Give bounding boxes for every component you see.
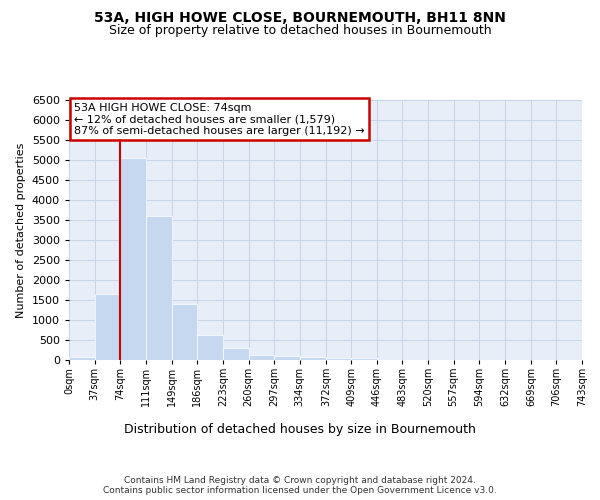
Bar: [172, 304, 197, 360]
Text: Distribution of detached houses by size in Bournemouth: Distribution of detached houses by size …: [124, 422, 476, 436]
Bar: [120, 158, 146, 360]
Bar: [326, 358, 352, 360]
Text: 53A, HIGH HOWE CLOSE, BOURNEMOUTH, BH11 8NN: 53A, HIGH HOWE CLOSE, BOURNEMOUTH, BH11 …: [94, 11, 506, 25]
Bar: [248, 355, 274, 360]
Y-axis label: Number of detached properties: Number of detached properties: [16, 142, 26, 318]
Bar: [352, 358, 377, 360]
Text: Contains HM Land Registry data © Crown copyright and database right 2024.
Contai: Contains HM Land Registry data © Crown c…: [103, 476, 497, 495]
Bar: [146, 216, 172, 360]
Bar: [299, 357, 326, 360]
Text: Size of property relative to detached houses in Bournemouth: Size of property relative to detached ho…: [109, 24, 491, 37]
Bar: [223, 348, 248, 360]
Bar: [274, 356, 299, 360]
Bar: [95, 294, 120, 360]
Text: 53A HIGH HOWE CLOSE: 74sqm
← 12% of detached houses are smaller (1,579)
87% of s: 53A HIGH HOWE CLOSE: 74sqm ← 12% of deta…: [74, 102, 365, 136]
Bar: [197, 335, 223, 360]
Bar: [69, 357, 95, 360]
